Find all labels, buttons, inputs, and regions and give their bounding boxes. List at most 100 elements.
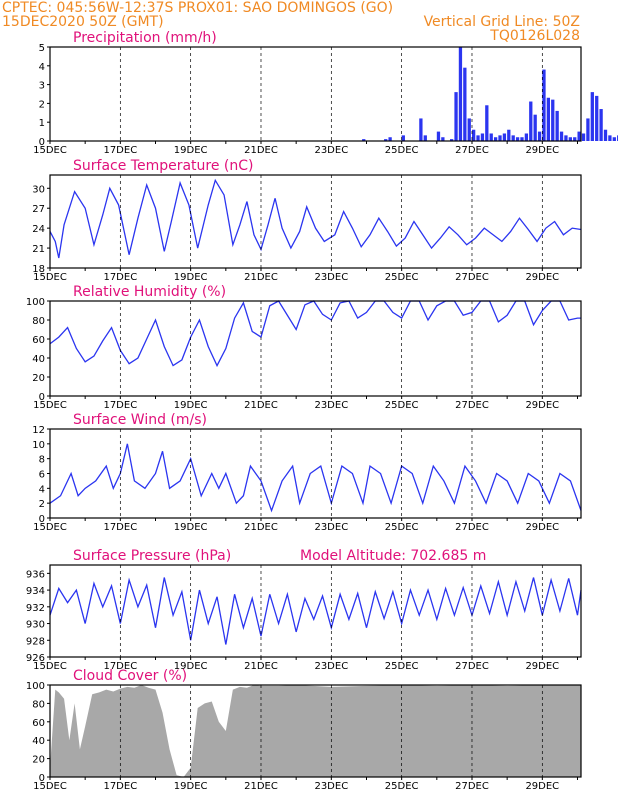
x-tick-label: 15DEC (33, 781, 67, 792)
x-tick-label: 23DEC (314, 400, 348, 411)
x-tick-label: 21DEC (244, 522, 278, 533)
x-tick-label: 17DEC (103, 522, 137, 533)
precip-bar (542, 69, 546, 141)
precip-bar (555, 110, 559, 141)
x-tick-label: 23DEC (314, 781, 348, 792)
precip-bar (454, 92, 458, 141)
precip-bar (537, 131, 542, 141)
x-tick-label: 15DEC (33, 522, 67, 533)
x-tick-label: 23DEC (314, 145, 348, 156)
panel-3: Surface Wind (m/s) 0 2 4 6 8 10 12 15DEC 17DEC 19D… (32, 412, 582, 533)
y-tick-label: 12 (32, 425, 45, 436)
precip-bar (573, 137, 577, 141)
x-tick-label: 27DEC (455, 781, 489, 792)
header-model-id: TQ0126L028 (489, 28, 580, 44)
precip-bar (590, 92, 594, 141)
x-tick-label: 17DEC (103, 661, 137, 672)
y-tick-label: 100 (26, 681, 45, 692)
panel-frame (49, 564, 582, 658)
precip-bar (401, 135, 405, 141)
y-tick-label: 2 (39, 499, 45, 510)
y-tick-label: 934 (26, 586, 45, 597)
y-tick-label: 30 (32, 184, 45, 195)
precip-bar (595, 95, 599, 141)
precip-bar (612, 137, 616, 141)
y-tick-label: 0 (39, 392, 45, 403)
precip-bar (568, 137, 572, 141)
precip-bar (384, 139, 388, 141)
x-tick-label: 21DEC (244, 272, 278, 283)
x-tick-label: 29DEC (525, 145, 559, 156)
x-tick-label: 19DEC (174, 145, 208, 156)
x-tick-label: 15DEC (33, 145, 67, 156)
precip-bar (463, 67, 467, 141)
precip-bar (419, 118, 423, 141)
precip-bar (480, 133, 485, 141)
y-tick-label: 80 (32, 316, 45, 327)
y-tick-label: 18 (32, 264, 45, 275)
precip-bar (533, 114, 537, 141)
panel-1: Surface Temperature (nC) 18 21 24 27 30 15DEC 1… (32, 158, 582, 283)
x-tick-label: 29DEC (525, 272, 559, 283)
y-tick-label: 930 (26, 620, 45, 631)
precip-bar (577, 131, 581, 141)
precip-bar (507, 129, 511, 141)
x-tick-label: 21DEC (244, 781, 278, 792)
y-tick-label: 24 (32, 224, 45, 235)
panel-2: Relative Humidity (%) 0 20 40 60 80 100 15DEC 17… (26, 284, 582, 411)
precip-bar (436, 131, 441, 141)
x-tick-label: 19DEC (174, 400, 208, 411)
header-line-1: CPTEC: 045:56W-12:37S PROX01: SAO DOMING… (2, 0, 393, 16)
x-tick-label: 27DEC (455, 400, 489, 411)
y-tick-label: 928 (26, 636, 45, 647)
x-tick-label: 27DEC (455, 272, 489, 283)
precip-bar (493, 137, 498, 141)
panel-frame (49, 428, 582, 519)
x-tick-label: 29DEC (525, 781, 559, 792)
y-tick-label: 3 (39, 81, 45, 92)
y-tick-label: 60 (32, 718, 45, 729)
y-tick-label: 2 (39, 99, 45, 110)
y-tick-label: 20 (32, 373, 45, 384)
precip-bar (546, 97, 551, 141)
precip-bar (520, 137, 524, 141)
x-tick-label: 19DEC (174, 781, 208, 792)
x-tick-label: 29DEC (525, 522, 559, 533)
x-tick-label: 27DEC (455, 145, 489, 156)
x-tick-label: 25DEC (385, 272, 419, 283)
x-tick-label: 27DEC (455, 522, 489, 533)
y-tick-label: 6 (39, 470, 45, 481)
x-tick-label: 15DEC (33, 272, 67, 283)
precip-bar (423, 135, 427, 141)
precip-bar (581, 133, 586, 141)
x-tick-label: 17DEC (103, 145, 137, 156)
y-tick-label: 60 (32, 335, 45, 346)
precip-bar (559, 131, 564, 141)
panel-frame (49, 46, 582, 142)
model-altitude-label: Model Altitude: 702.685 m (300, 548, 486, 564)
series-line (49, 300, 581, 368)
panel-4: Surface Pressure (hPa) Model Altitude: 70… (26, 548, 582, 672)
y-tick-label: 926 (26, 653, 45, 664)
panel-title: Cloud Cover (%) (73, 668, 187, 684)
y-tick-label: 10 (32, 440, 45, 451)
panel-title: Surface Temperature (nC) (73, 158, 254, 174)
y-tick-label: 0 (39, 514, 45, 525)
x-tick-label: 25DEC (385, 522, 419, 533)
x-tick-label: 29DEC (525, 400, 559, 411)
y-tick-label: 8 (39, 455, 45, 466)
x-tick-label: 19DEC (174, 272, 208, 283)
series-line (49, 577, 582, 645)
x-tick-label: 19DEC (174, 522, 208, 533)
precip-bar (458, 47, 463, 141)
precip-bar (529, 101, 533, 141)
precip-bar (441, 137, 445, 141)
panel-title: Surface Wind (m/s) (73, 412, 207, 428)
x-tick-label: 21DEC (244, 661, 278, 672)
x-tick-label: 21DEC (244, 145, 278, 156)
y-tick-label: 5 (39, 43, 45, 54)
y-tick-label: 40 (32, 736, 45, 747)
y-tick-label: 0 (39, 773, 45, 784)
y-tick-label: 0 (39, 137, 45, 148)
